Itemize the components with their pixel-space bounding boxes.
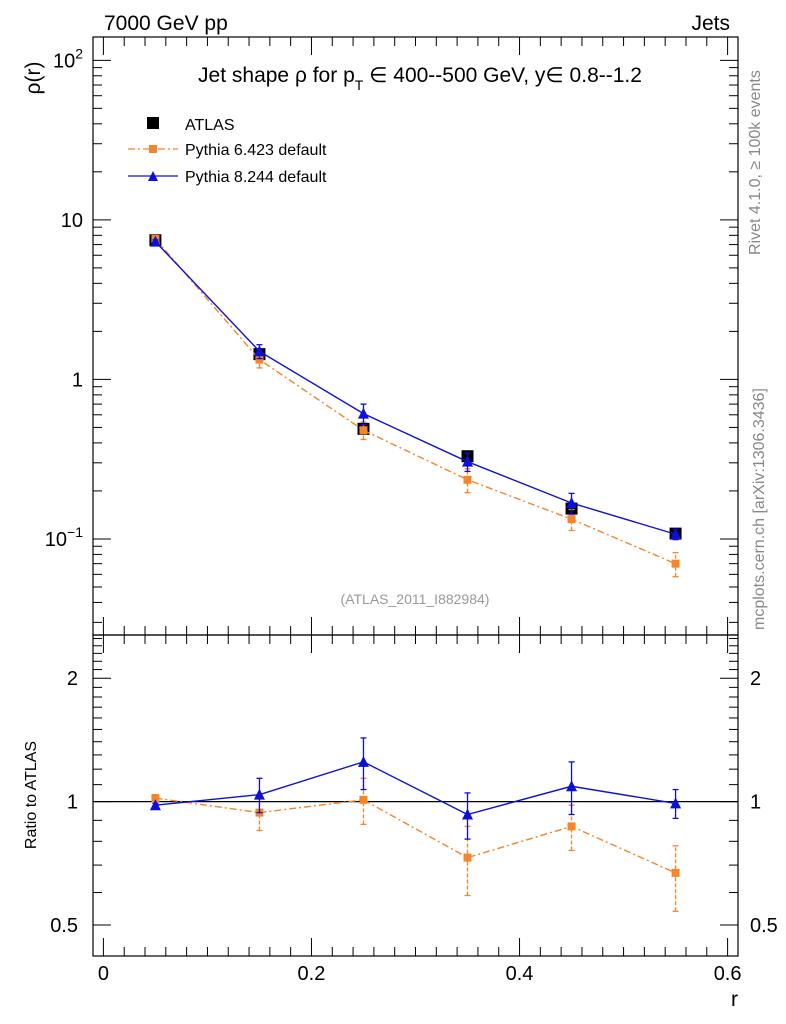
ratio-y-tick-label-right: 0.5 — [750, 915, 778, 937]
main-pythia-6-423-default-marker — [463, 475, 472, 484]
main-pythia-8-244-default-marker — [462, 455, 474, 467]
main-atlas-series — [149, 234, 682, 540]
main-plot-title: Jet shape ρ for pT ∈ 400--500 GeV, y∈ 0.… — [198, 64, 642, 93]
main-pythia-6-423-default-marker — [671, 559, 680, 568]
title-sub: T — [355, 77, 364, 93]
y-axis-label-main: ρ(r) — [22, 62, 45, 95]
x-axis-label: r — [731, 988, 738, 1011]
ratio-pythia-8-244-default-marker — [462, 808, 474, 820]
main-pythia-6-423-default-series — [151, 234, 680, 578]
x-tick-label: 0.6 — [714, 963, 742, 985]
main-pythia-8-244-default-marker — [670, 528, 682, 540]
legend-marker-pythia6 — [149, 145, 157, 153]
rivet-label: Rivet 4.1.0, ≥ 100k events — [747, 70, 764, 255]
ratio-pythia-8-244-default-series — [149, 737, 682, 840]
main-pythia-8-244-default-marker — [566, 496, 578, 508]
main-y-tick-label: 1 — [72, 369, 83, 391]
ratio-pythia-8-244-default-marker — [253, 788, 265, 800]
ratio-y-tick-label-left: 1 — [67, 792, 78, 814]
main-y-tick-label: 10−1 — [45, 524, 83, 551]
ratio-pythia-6-423-default-marker — [463, 853, 472, 862]
ratio-pythia-8-244-default-marker — [566, 780, 578, 792]
main-pythia-6-423-default-line — [154, 238, 676, 565]
header-right: Jets — [691, 12, 730, 35]
y-axis-label-ratio: Ratio to ATLAS — [23, 741, 40, 849]
legend-label-pythia8: Pythia 8.244 default — [185, 169, 327, 186]
ratio-pythia-8-244-default-marker — [357, 755, 369, 767]
title-pre: Jet shape ρ for p — [198, 64, 355, 87]
mcplots-label: mcplots.cern.ch [arXiv:1306.3436] — [751, 388, 768, 630]
legend-item-pythia8: Pythia 8.244 default — [128, 169, 327, 186]
main-pythia-8-244-default-marker — [149, 235, 161, 247]
legend-item-atlas: ATLAS — [147, 117, 235, 134]
ratio-pythia-6-423-default-marker — [567, 822, 576, 831]
legend-label-pythia6: Pythia 6.423 default — [185, 142, 327, 159]
ratio-data-layer — [149, 737, 682, 912]
x-tick-label: 0 — [98, 963, 109, 985]
ratio-y-tick-label-left: 0.5 — [50, 915, 78, 937]
ratio-plot-frame — [92, 634, 739, 957]
analysis-watermark: (ATLAS_2011_I882984) — [341, 591, 490, 607]
header-left: 7000 GeV pp — [104, 12, 228, 35]
main-pythia-8-244-default-marker — [357, 407, 369, 419]
legend-marker-atlas — [147, 117, 159, 129]
main-y-tick-label: 10 — [61, 210, 83, 232]
main-pythia-6-423-default-marker — [359, 426, 368, 435]
x-tick-label: 0.2 — [298, 963, 326, 985]
tick-label-exponent: 2 — [75, 45, 83, 61]
ratio-y-tick-label-right: 1 — [750, 792, 761, 814]
ratio-pythia-8-244-default-marker — [670, 797, 682, 809]
ratio-pythia-6-423-default-marker — [671, 868, 680, 877]
main-pythia-8-244-default-series — [149, 235, 682, 541]
tick-label-base: 10 — [61, 210, 83, 232]
tick-label-base: 1 — [72, 369, 83, 391]
main-pythia-6-423-default-marker — [255, 355, 264, 364]
title-post: ∈ 400--500 GeV, y∈ 0.8--1.2 — [363, 64, 642, 87]
main-pythia-8-244-default-line — [154, 241, 676, 535]
main-pythia-8-244-default-marker — [253, 345, 265, 357]
ratio-y-tick-label-left: 2 — [67, 668, 78, 690]
ratio-pythia-6-423-default-marker — [151, 794, 160, 803]
main-pythia-6-423-default-marker — [567, 515, 576, 524]
x-tick-label: 0.4 — [506, 963, 534, 985]
legend: ATLAS Pythia 6.423 default Pythia 8.244 … — [128, 117, 327, 186]
legend-marker-pythia8 — [148, 171, 158, 181]
ratio-pythia-8-244-default-line — [155, 761, 676, 816]
ratio-axis-ticks: 0 0.2 0.4 0.6 2 2 1 1 0.5 0.5 — [50, 635, 778, 985]
main-y-tick-label: 102 — [53, 45, 83, 72]
tick-label-base: 10 — [53, 50, 75, 72]
ratio-pythia-6-423-default-line — [155, 797, 676, 874]
tick-label-exponent: −1 — [67, 524, 83, 540]
tick-label-base: 10 — [45, 529, 67, 551]
main-data-layer — [149, 234, 682, 578]
ratio-pythia-6-423-default-marker — [359, 795, 368, 804]
ratio-y-tick-label-right: 2 — [750, 668, 761, 690]
legend-item-pythia6: Pythia 6.423 default — [128, 142, 327, 159]
ratio-pythia-8-244-default-marker — [149, 799, 161, 811]
legend-label-atlas: ATLAS — [185, 117, 235, 134]
